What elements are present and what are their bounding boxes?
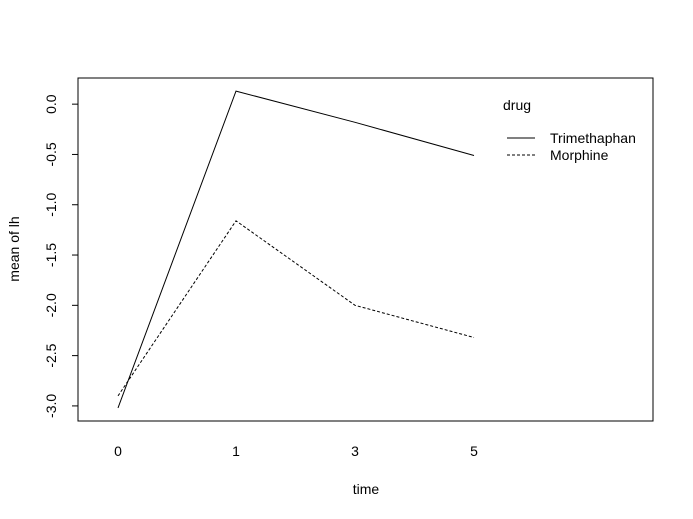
plot-border: [77, 77, 654, 422]
legend-label-morphine: Morphine: [550, 147, 609, 163]
legend-title: drug: [503, 97, 531, 113]
legend-label-trimethaphan: Trimethaphan: [550, 130, 636, 146]
y-tick-label: -2.0: [43, 293, 59, 317]
series-line-trimethaphan: [117, 90, 475, 409]
y-tick-label: -1.0: [43, 192, 59, 216]
y-tick-label: -1.5: [43, 243, 59, 267]
y-axis-label: mean of lh: [6, 216, 22, 281]
y-tick-label: 0.0: [43, 94, 59, 114]
y-tick-label: -3.0: [43, 394, 59, 418]
y-tick-label: -2.5: [43, 343, 59, 367]
x-tick-label: 0: [114, 443, 122, 459]
series-lines: [117, 90, 475, 409]
y-tick-label: -0.5: [43, 142, 59, 166]
series-line-morphine: [117, 220, 475, 397]
x-tick-label: 5: [470, 443, 478, 459]
x-axis: 0 1 3 5: [114, 443, 478, 459]
y-axis: -3.0 -2.5 -2.0 -1.5 -1.0 -0.5 0.0: [43, 94, 78, 418]
x-tick-label: 1: [232, 443, 240, 459]
x-axis-label: time: [353, 481, 380, 497]
x-tick-label: 3: [351, 443, 359, 459]
